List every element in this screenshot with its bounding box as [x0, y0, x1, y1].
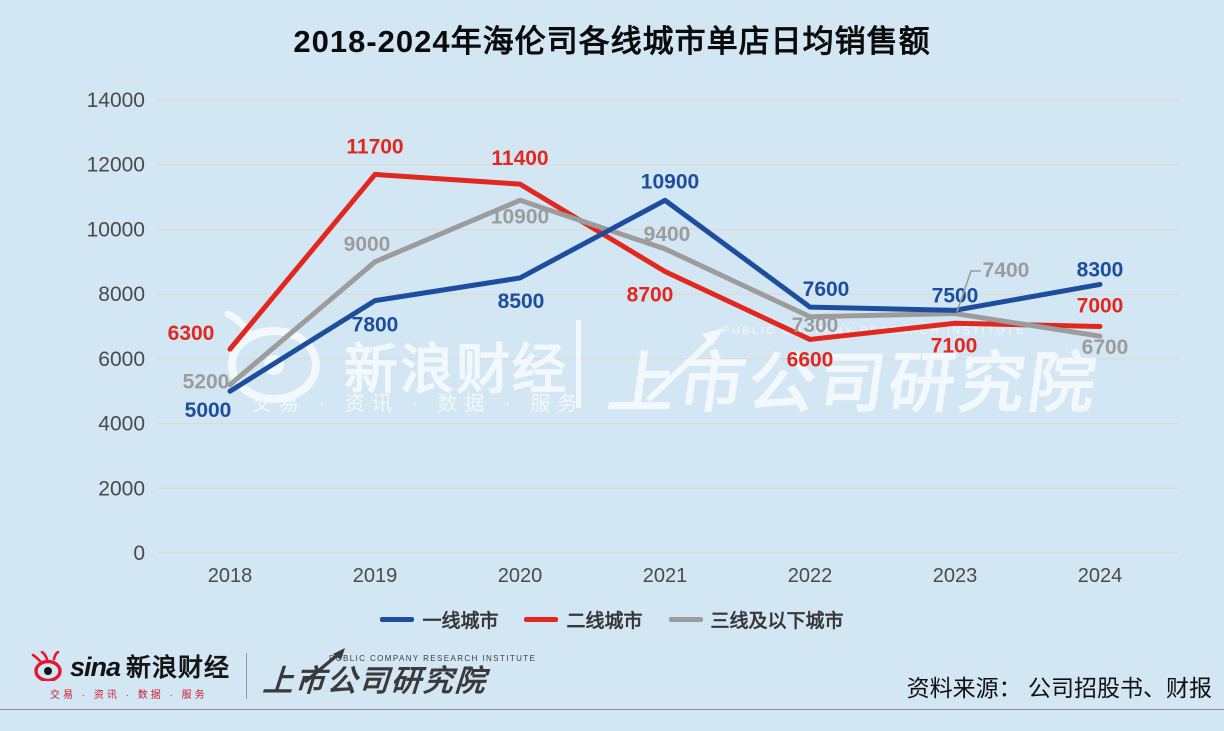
sales-line-chart: 0 2000 4000 6000 8000 10000 12000 14000 2018 2019… — [87, 89, 1178, 587]
footer-divider — [246, 653, 248, 699]
footer-rule — [0, 709, 1224, 710]
y-axis-tick-label: 8000 — [98, 283, 145, 306]
y-axis-tick-label: 12000 — [87, 154, 145, 177]
sina-wordmark: sina — [70, 652, 121, 682]
legend-label-tier1: 一线城市 — [422, 611, 499, 632]
watermark-left-main: 新浪财经 — [344, 340, 568, 400]
y-axis-tick-label: 14000 — [87, 89, 145, 112]
data-label: 7100 — [931, 334, 978, 357]
legend-item-tier1: 一线城市 — [380, 606, 498, 633]
data-label: 7000 — [1077, 295, 1124, 318]
y-axis-tick-label: 10000 — [87, 218, 145, 241]
y-axis-tick-label: 0 — [133, 542, 145, 565]
data-label: 10900 — [491, 205, 549, 228]
series-line-1 — [227, 171, 1103, 352]
data-label: 11400 — [491, 147, 548, 170]
data-label: 8700 — [627, 283, 674, 306]
data-label: 7600 — [803, 278, 850, 301]
y-axis-tick-label: 6000 — [98, 348, 145, 371]
institute-arrow-icon — [303, 648, 346, 684]
data-label: 6600 — [787, 348, 834, 371]
x-axis-tick-label: 2020 — [498, 565, 543, 587]
data-label: 7300 — [792, 314, 839, 337]
x-axis-tick-label: 2022 — [788, 565, 833, 587]
legend-marker-tier3-icon — [668, 617, 703, 622]
x-axis-tick-label: 2024 — [1078, 565, 1123, 587]
legend-label-tier3: 三线及以下城市 — [710, 611, 844, 632]
legend-marker-tier1-icon — [380, 617, 415, 622]
data-label: 6300 — [168, 322, 215, 345]
x-axis-tick-label: 2018 — [208, 565, 253, 587]
data-label: 8300 — [1077, 258, 1124, 281]
footer: sina 新浪财经 交易 · 资讯 · 数据 · 服务 PUBLIC COMPA… — [30, 647, 1212, 705]
watermark-left-sub: 交易 · 资讯 · 数据 · 服务 — [252, 392, 584, 415]
data-label: 7800 — [352, 314, 399, 337]
data-label: 5000 — [185, 399, 232, 422]
y-axis-tick-label: 4000 — [98, 413, 145, 436]
y-axis-tick-label: 2000 — [98, 477, 145, 500]
series-line-0 — [227, 197, 1103, 394]
data-label: 9000 — [344, 233, 391, 256]
watermark-arrowhead-icon — [702, 328, 724, 346]
callout-leader-line — [956, 270, 981, 312]
data-label: 10900 — [641, 170, 699, 193]
data-label: 5200 — [183, 371, 230, 394]
legend-marker-tier2-icon — [524, 617, 559, 622]
data-label: 6700 — [1082, 336, 1129, 359]
x-axis-tick-label: 2021 — [643, 565, 688, 587]
sina-eye-icon — [31, 651, 62, 681]
data-source: 资料来源： 公司招股书、财报 — [906, 675, 1212, 701]
x-axis-tick-label: 2019 — [353, 565, 398, 587]
sina-finance-logo: sina 新浪财经 交易 · 资讯 · 数据 · 服务 — [30, 651, 230, 701]
data-label: 7500 — [932, 284, 979, 307]
watermark-divider — [576, 320, 581, 408]
chart-legend: 一线城市 二线城市 三线及以下城市 — [0, 606, 1224, 633]
series-line-2 — [227, 197, 1103, 388]
institute-logo: PUBLIC COMPANY RESEARCH INSTITUTE 上市公司研究… — [262, 648, 537, 698]
sina-brand-text: 新浪财经 — [126, 654, 231, 682]
data-label: 11700 — [346, 135, 403, 158]
sina-eye-watermark-icon — [228, 327, 320, 403]
watermark-right-main: 上市公司研究院 — [604, 347, 1104, 421]
legend-item-tier3: 三线及以下城市 — [668, 606, 844, 633]
x-axis-tick-label: 2023 — [933, 565, 978, 587]
legend-label-tier2: 二线城市 — [566, 611, 643, 632]
legend-item-tier2: 二线城市 — [524, 606, 643, 633]
data-label: 7400 — [983, 259, 1030, 282]
data-label: 8500 — [498, 290, 545, 313]
sina-tagline: 交易 · 资讯 · 数据 · 服务 — [50, 690, 208, 701]
data-label: 9400 — [644, 223, 691, 246]
chart-title: 2018-2024年海伦司各线城市单店日均销售额 — [293, 24, 931, 59]
watermark-arrow-icon — [645, 333, 719, 403]
institute-english-name: PUBLIC COMPANY RESEARCH INSTITUTE — [329, 654, 537, 663]
